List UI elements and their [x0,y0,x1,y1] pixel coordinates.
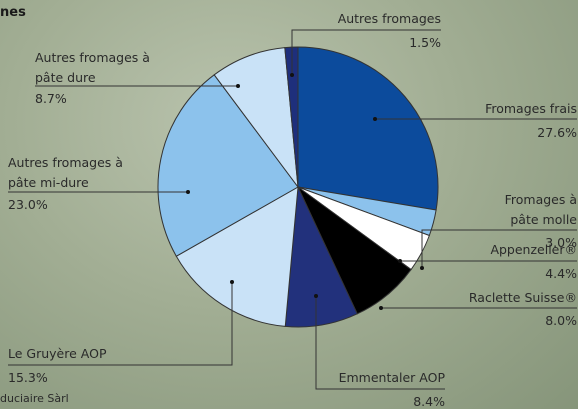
leader-dot [398,259,402,263]
slice-label: Emmentaler AOP [338,370,445,385]
slice-label: Raclette Suisse® [468,290,577,305]
value-label: 8.0% [545,313,577,328]
value-label: 3.0% [545,235,577,250]
leader-dot [379,306,383,310]
pie-slice [284,46,299,188]
slice-label: Autres fromages [337,11,441,26]
value-label: 4.4% [545,266,577,281]
leader-line [291,29,441,75]
leader-dot [373,117,377,121]
value-label: 1.5% [409,35,441,50]
slice-label: Autres fromages à pâte dure [35,50,150,85]
leader-dot [230,280,234,284]
value-label: 15.3% [8,370,48,385]
leader-dot [290,73,294,77]
value-label: 27.6% [537,125,577,140]
value-label: 8.4% [413,394,445,409]
slice-label: Fromages à pâte molle [504,192,577,227]
slice-label: Le Gruyère AOP [8,346,107,361]
pie-slice [175,186,299,327]
slice-label: Autres fromages à pâte mi-dure [8,155,123,190]
leader-line [315,296,445,390]
leader-dot [420,266,424,270]
leader-dot [236,84,240,88]
leader-dot [314,294,318,298]
pie-slice [297,46,439,211]
value-label: 8.7% [35,91,67,106]
chart-title: nes [0,5,26,20]
slice-label: Fromages frais [485,101,577,116]
leader-line [421,229,577,268]
pie-slice [157,74,299,257]
source: duciaire Sàrl [0,392,69,405]
leader-dot [186,190,190,194]
leader-line [8,282,233,366]
slice-label: Appenzeller® [490,242,577,257]
value-label: 23.0% [8,197,48,212]
